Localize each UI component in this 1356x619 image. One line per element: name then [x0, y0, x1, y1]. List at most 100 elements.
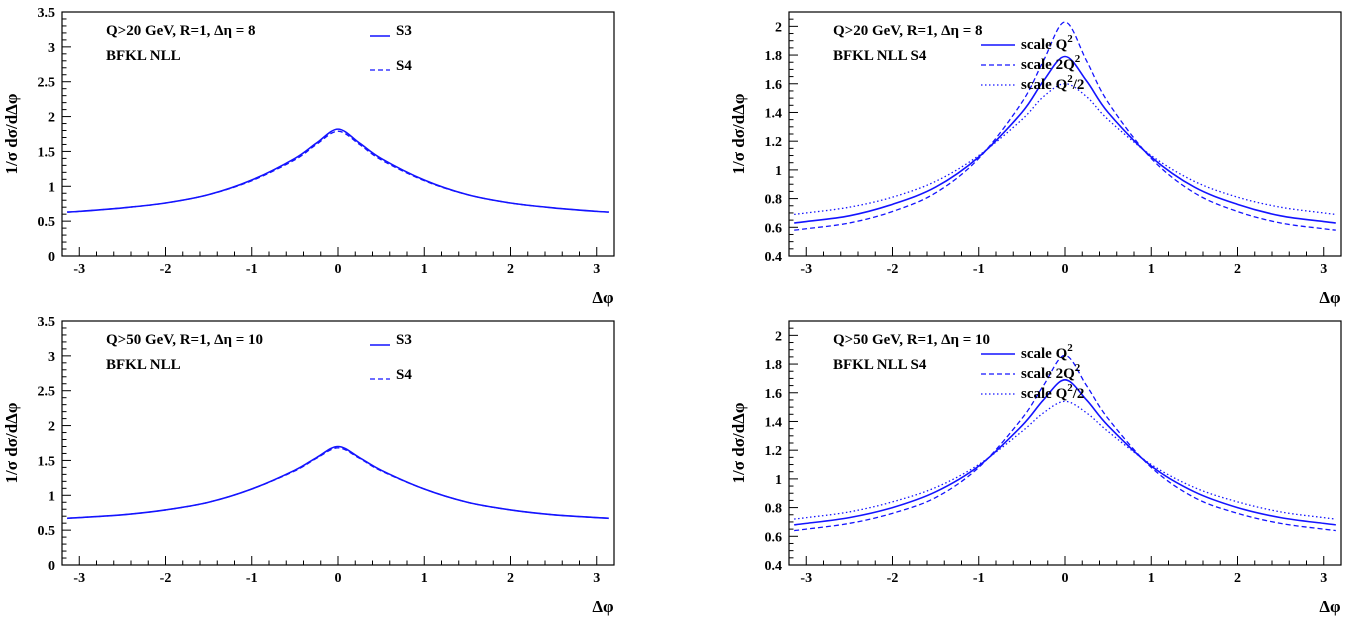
y-tick-label: 0	[48, 559, 55, 574]
legend-label: scale Q2/2	[1021, 73, 1084, 93]
series-line-solid	[794, 379, 1336, 526]
y-tick-label: 0.5	[38, 215, 56, 230]
annotation-line-2: BFKL NLL S4	[833, 48, 927, 64]
x-tick-label: -3	[73, 571, 85, 586]
x-tick-label: -3	[800, 571, 812, 586]
y-tick-label: 0.6	[765, 221, 783, 236]
y-axis-title: 1/σ dσ/dΔφ	[729, 93, 748, 174]
x-tick-label: 2	[1234, 262, 1241, 277]
legend-label: S3	[396, 23, 412, 39]
x-tick-label: 0	[1062, 262, 1069, 277]
legend-label: S3	[396, 332, 412, 348]
series-line-dashed	[794, 354, 1336, 532]
chart-panel-1: -3 -2 -1 0 1 2 3 0 0.5 1 1.5 2 2.5 3 3.5 Δφ 1/σ dσ/dΔφ Q>…	[2, 6, 615, 307]
y-tick-label: 1.5	[38, 454, 56, 469]
x-tick-label: 1	[1148, 262, 1155, 277]
legend-label: scale 2Q2	[1021, 53, 1081, 73]
x-tick-label: -2	[887, 262, 899, 277]
y-tick-label: 3	[48, 350, 55, 365]
y-tick-label: 0.4	[765, 559, 783, 574]
y-tick-label: 1	[775, 473, 782, 488]
y-tick-label: 0	[48, 250, 55, 265]
x-axis-title: Δφ	[592, 597, 614, 616]
x-axis-title: Δφ	[1319, 597, 1341, 616]
y-tick-label: 2.5	[38, 385, 56, 400]
x-tick-label: -1	[246, 262, 258, 277]
x-tick-label: -3	[73, 262, 85, 277]
x-tick-label: -2	[160, 262, 172, 277]
y-tick-label: 1.2	[765, 444, 783, 459]
annotation-line-1: Q>50 GeV, R=1, Δη = 10	[106, 332, 263, 348]
x-tick-label: -2	[160, 571, 172, 586]
series-line-dotted	[794, 400, 1336, 520]
annotation-line-1: Q>50 GeV, R=1, Δη = 10	[833, 332, 990, 348]
legend-label: scale Q2	[1021, 33, 1073, 53]
x-tick-label: 3	[593, 262, 600, 277]
y-tick-label: 2	[48, 111, 55, 126]
y-tick-label: 0.4	[765, 250, 783, 265]
annotation-line-1: Q>20 GeV, R=1, Δη = 8	[833, 23, 983, 39]
y-tick-label: 2	[48, 420, 55, 435]
x-tick-label: 2	[507, 571, 514, 586]
y-tick-label: 3.5	[38, 315, 56, 330]
x-tick-label: 1	[421, 571, 428, 586]
y-tick-label: 1.8	[765, 49, 783, 64]
x-tick-label: 0	[335, 571, 342, 586]
chart-panel-4: -3 -2 -1 0 1 2 3 0.4 0.6 0.8 1 1.2 1.4 1.6 1.8 2 Δφ 1/σ d…	[729, 320, 1342, 616]
y-tick-label: 0.8	[765, 193, 783, 208]
y-tick-label: 1.8	[765, 358, 783, 373]
annotation-line-2: BFKL NLL S4	[833, 357, 927, 373]
x-axis-title: Δφ	[592, 288, 614, 307]
series-line-solid	[67, 128, 609, 213]
series-line-dashed	[67, 130, 609, 213]
y-tick-label: 1	[48, 180, 55, 195]
x-tick-label: 1	[1148, 571, 1155, 586]
y-tick-label: 1	[775, 164, 782, 179]
y-axis-title: 1/σ dσ/dΔφ	[729, 402, 748, 483]
y-axis-title: 1/σ dσ/dΔφ	[2, 93, 21, 174]
y-tick-label: 1.6	[765, 78, 783, 93]
x-tick-label: 0	[1062, 571, 1069, 586]
series-line-dashed	[67, 447, 609, 519]
y-tick-label: 2	[775, 20, 782, 35]
x-tick-label: 2	[1234, 571, 1241, 586]
x-tick-label: 3	[1320, 571, 1327, 586]
y-tick-label: 0.8	[765, 502, 783, 517]
series-line-solid	[794, 55, 1336, 224]
legend-label: scale 2Q2	[1021, 362, 1081, 382]
y-tick-label: 3	[48, 41, 55, 56]
chart-panel-3: -3 -2 -1 0 1 2 3 0 0.5 1 1.5 2 2.5 3 3.5 Δφ 1/σ dσ/dΔφ Q>…	[2, 315, 615, 616]
y-tick-label: 3.5	[38, 6, 56, 21]
x-tick-label: 3	[593, 571, 600, 586]
series-line-solid	[67, 445, 609, 520]
x-tick-label: -3	[800, 262, 812, 277]
legend-label: scale Q2	[1021, 342, 1073, 362]
x-tick-label: -1	[973, 262, 985, 277]
y-tick-label: 1.4	[765, 415, 783, 430]
y-tick-label: 1	[48, 489, 55, 504]
legend-label: S4	[396, 58, 412, 74]
y-tick-label: 2	[775, 329, 782, 344]
x-tick-label: -1	[973, 571, 985, 586]
annotation-line-2: BFKL NLL	[106, 357, 181, 373]
annotation-line-2: BFKL NLL	[106, 48, 181, 64]
y-tick-label: 0.6	[765, 530, 783, 545]
y-tick-label: 1.5	[38, 145, 56, 160]
legend-label: S4	[396, 367, 412, 383]
y-tick-label: 2.5	[38, 76, 56, 91]
x-axis-title: Δφ	[1319, 288, 1341, 307]
x-tick-label: -2	[887, 571, 899, 586]
annotation-line-1: Q>20 GeV, R=1, Δη = 8	[106, 23, 256, 39]
series-line-dotted	[794, 83, 1336, 216]
x-tick-label: 0	[335, 262, 342, 277]
x-tick-label: -1	[246, 571, 258, 586]
legend-label: scale Q2/2	[1021, 382, 1084, 402]
y-tick-label: 0.5	[38, 524, 56, 539]
x-tick-label: 2	[507, 262, 514, 277]
y-tick-label: 1.4	[765, 106, 783, 121]
x-tick-label: 1	[421, 262, 428, 277]
x-tick-label: 3	[1320, 262, 1327, 277]
chart-panel-2: -3 -2 -1 0 1 2 3 0.4 0.6 0.8 1 1.2 1.4 1.6 1.8 2 Δφ 1/σ d…	[729, 11, 1342, 307]
y-tick-label: 1.2	[765, 135, 783, 150]
